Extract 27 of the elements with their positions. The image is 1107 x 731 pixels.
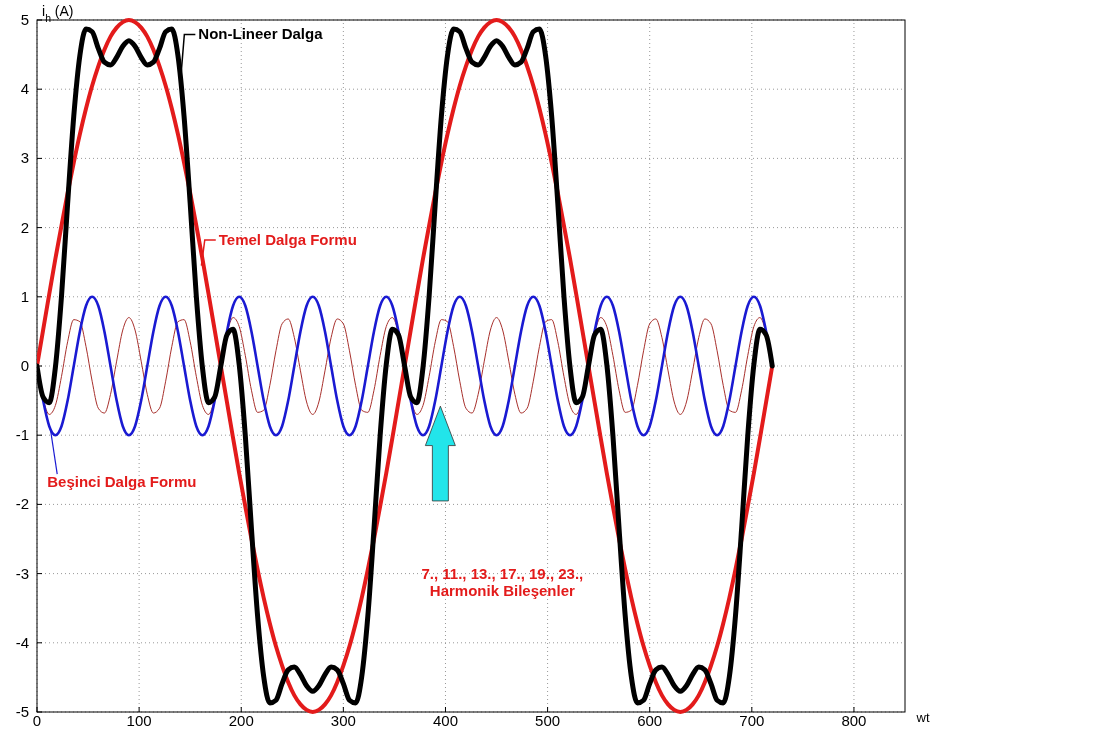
x-tick-label: 600 — [637, 712, 663, 729]
x-tick-label: 800 — [841, 712, 867, 729]
y-tick-label: 0 — [20, 357, 29, 374]
y-tick-label: 3 — [20, 149, 29, 167]
y-axis-title: i$_{h}$ (A) — [42, 3, 74, 24]
y-tick-label: -5 — [15, 703, 29, 720]
series-label: Non-Lineer Dalga — [198, 25, 324, 43]
x-tick-label: 0 — [32, 712, 42, 729]
y-tick-label: -4 — [15, 633, 29, 651]
y-tick-label: 2 — [20, 218, 29, 236]
x-tick-label: 100 — [126, 712, 152, 729]
text: Beşinci Dalga Formu — [47, 473, 197, 491]
y-tick-label: 4 — [20, 80, 29, 98]
annotation: 7., 11., 13., 17., 19., 23., — [421, 565, 584, 583]
x-tick-label: 200 — [228, 712, 254, 729]
y-tick-label: -2 — [15, 495, 29, 513]
y-tick-label: 5 — [20, 11, 29, 28]
y-tick-label: -1 — [15, 426, 29, 444]
y-tick-label: 1 — [20, 287, 29, 305]
x-axis-title: wt — [915, 710, 930, 725]
annotation: Harmonik Bileşenler — [429, 582, 576, 600]
x-tick-label: 700 — [739, 712, 765, 729]
x-tick-label: 500 — [535, 712, 561, 729]
series-label: Temel Dalga Formu — [218, 230, 357, 248]
x-tick-label: 300 — [330, 712, 356, 729]
y-tick-label: -3 — [15, 564, 29, 582]
x-tick-label: 400 — [432, 712, 458, 729]
